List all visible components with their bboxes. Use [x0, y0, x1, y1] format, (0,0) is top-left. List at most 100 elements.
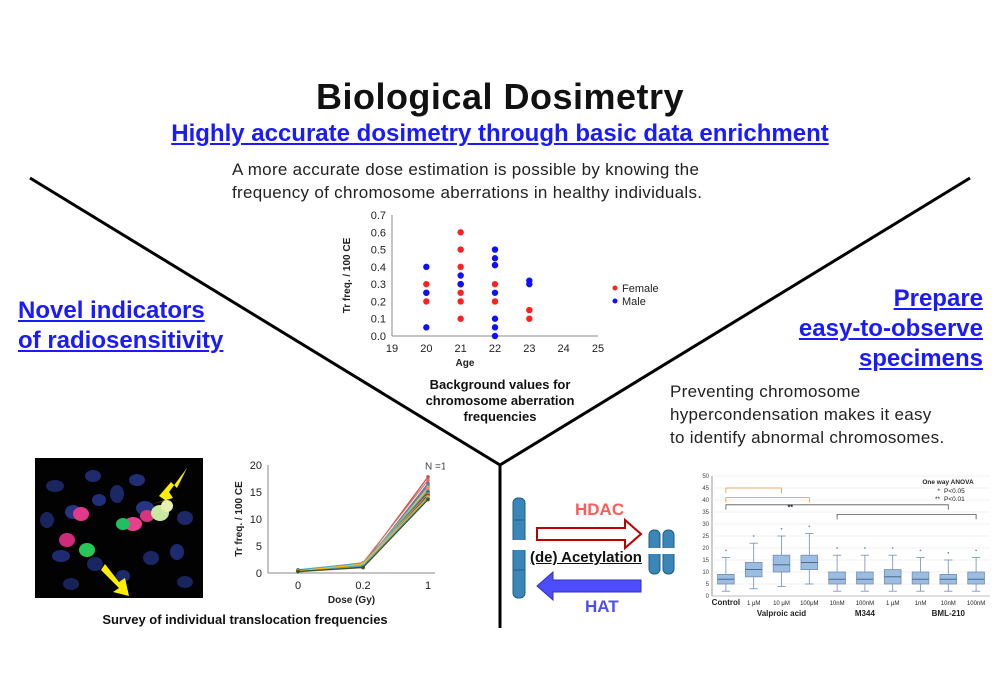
scatter-point-male: [457, 280, 464, 288]
right-heading-link[interactable]: Prepare easy-to-observe specimens: [799, 284, 983, 374]
divider-left: [29, 176, 501, 467]
acetylation-label: (de) Acetylation: [530, 549, 642, 566]
box-x-tick: 1 μM: [747, 601, 760, 607]
scatter-point-female: [423, 298, 430, 305]
line-point: [361, 565, 365, 570]
scatter-point-male: [423, 324, 430, 331]
box-y-tick: 0: [706, 594, 710, 600]
left-heading-link[interactable]: Novel indicators of radiosensitivity: [18, 296, 223, 356]
scatter-x-tick: 22: [489, 343, 501, 355]
legend-label-female: Female: [622, 283, 659, 295]
box-x-tick: 100nM: [856, 601, 874, 607]
line-series: [297, 482, 429, 573]
scatter-point-male: [526, 280, 533, 288]
scatter-x-tick: 20: [420, 343, 432, 355]
line-x-tick: 1: [425, 580, 431, 592]
hat-label: HAT: [585, 597, 619, 616]
legend-marker-male: [612, 298, 618, 304]
box-x-tick: 10 μM: [773, 601, 790, 607]
line-series: [297, 488, 429, 573]
scatter-x-label: Age: [456, 358, 475, 369]
line-chart: 0 5 10 15 20 0 0.2 1 Dose (Gy) Tr freq. / 100 CE N…: [234, 460, 445, 605]
box-outlier: [891, 547, 894, 549]
box-body: [828, 571, 846, 585]
box-body: [772, 554, 791, 573]
scatter-x-tick: 23: [523, 343, 535, 355]
acetylation-diagram: [512, 497, 677, 602]
scatter-caption-line-2: chromosome aberration: [425, 393, 575, 408]
scatter-point-male: [457, 272, 464, 279]
box-x-tick: Control: [712, 598, 740, 607]
line-point: [426, 497, 430, 502]
box-outlier: [975, 549, 977, 552]
line-y-tick: 15: [250, 487, 262, 499]
line-y-tick: 5: [256, 541, 262, 553]
line-x-tick: 0: [295, 580, 301, 592]
scatter-point-female: [526, 315, 533, 322]
scatter-point-female: [491, 280, 499, 288]
box-legend-marker: *: [937, 488, 940, 495]
box-group-label: Valproic acid: [757, 609, 806, 618]
scatter-y-tick: 0.5: [371, 245, 386, 257]
box-x-tick: 100μM: [800, 601, 818, 607]
line-series: [297, 476, 429, 572]
box-y-tick: 50: [702, 474, 709, 480]
line-x-label: Dose (Gy): [328, 595, 375, 605]
box-x-tick: 10nM: [941, 601, 956, 607]
line-y-tick: 20: [250, 460, 262, 472]
box-chart: 0 5 10 15 20 25 30 35 40 45 50 Control 1 μM 10 μM 100μ…: [702, 474, 990, 618]
left-heading-line-1: Novel indicators: [18, 297, 205, 324]
chromosome-left-icon: [512, 497, 526, 599]
scatter-y-tick: 0.0: [371, 331, 386, 343]
scatter-point-female: [457, 315, 464, 322]
scatter-point-male: [423, 289, 430, 296]
chromosome-right-icon: [647, 529, 677, 575]
scatter-y-tick: 0.4: [371, 262, 386, 274]
legend-marker-female: [612, 285, 618, 291]
subtitle-text: Highly accurate dosimetry through basic …: [171, 120, 829, 147]
line-y-label: Tr freq. / 100 CE: [234, 481, 245, 557]
right-heading-line-3: specimens: [858, 345, 983, 372]
right-description-line-1: Preventing chromosome: [670, 382, 861, 401]
scatter-x-tick: 21: [455, 343, 467, 355]
right-description-line-2: hypercondensation makes it easy: [670, 405, 932, 424]
box-outlier: [836, 547, 838, 549]
box-legend-label: P<0.01: [944, 496, 965, 503]
box-outlier: [808, 525, 811, 528]
scatter-y-tick: 0.2: [371, 296, 386, 308]
scatter-point-female: [457, 289, 464, 296]
box-body: [856, 571, 874, 585]
box-legend-title: One way ANOVA: [922, 479, 974, 486]
scatter-point-male: [491, 255, 499, 262]
scatter-y-label: Tr freq. / 100 CE: [342, 237, 353, 313]
scatter-point-female: [526, 306, 533, 314]
scatter-point-male: [491, 324, 499, 331]
box-y-tick: 5: [706, 582, 710, 588]
scatter-point-male: [491, 246, 499, 253]
scatter-caption-line-1: Background values for: [429, 377, 571, 392]
scatter-y-tick: 0.1: [371, 314, 386, 326]
box-group-label: BML-210: [932, 609, 966, 618]
box-x-tick: 10nM: [830, 601, 845, 607]
box-y-tick: 25: [702, 534, 709, 540]
hat-arrow-icon: [536, 570, 642, 602]
line-y-tick: 0: [256, 568, 262, 580]
scatter-point-male: [423, 263, 430, 271]
scatter-point-female: [457, 229, 464, 236]
scatter-point-male: [491, 289, 499, 296]
line-series: [297, 485, 429, 572]
subtitle-link[interactable]: Highly accurate dosimetry through basic …: [0, 120, 1000, 148]
box-y-tick: 40: [702, 498, 709, 504]
legend-label-male: Male: [622, 296, 646, 308]
line-series: [297, 486, 429, 572]
significance-bracket: [725, 497, 810, 503]
box-legend-label: P<0.05: [944, 488, 965, 495]
scatter-point-female: [457, 298, 464, 305]
significance-bracket: [725, 504, 949, 510]
box-y-tick: 45: [702, 486, 709, 492]
right-description: Preventing chromosome hypercondensation …: [670, 380, 990, 449]
box-x-tick: 1 μM: [886, 601, 899, 607]
description-line-1: A more accurate dose estimation is possi…: [232, 160, 700, 179]
scatter-chart: 0.0 0.1 0.2 0.3 0.4 0.5 0.6 0.7 19 20 21 22 23 24 25 Ag…: [342, 210, 659, 369]
